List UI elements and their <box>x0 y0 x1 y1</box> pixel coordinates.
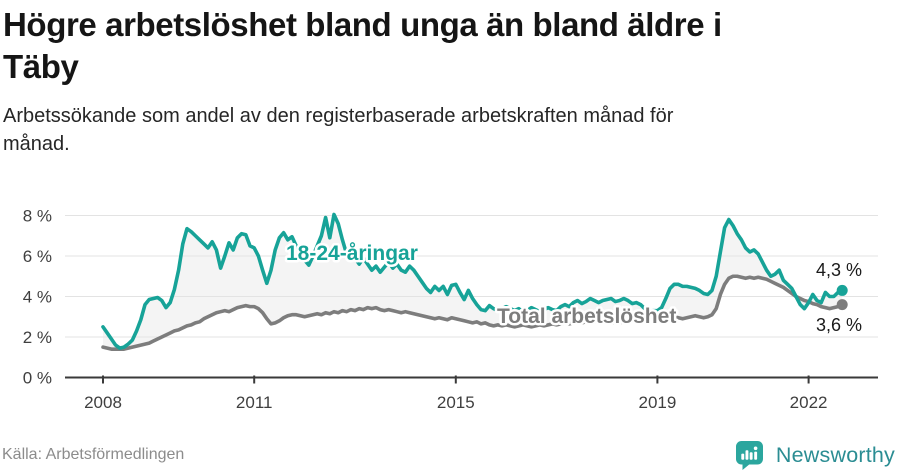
speech-bubble-shape <box>735 441 763 470</box>
bar-chart-glyph <box>741 446 758 460</box>
y-tick-label-8: 8 % <box>23 207 52 226</box>
end-value-label-youth: 4,3 % <box>816 260 862 280</box>
end-value-label-total: 3,6 % <box>816 315 862 335</box>
gridline-layer <box>65 215 878 338</box>
between-series-area <box>103 214 843 350</box>
series-label-youth: 18-24-åringar <box>286 242 418 265</box>
series-line-layer <box>101 212 845 351</box>
axis-layer: 2008 2011 2015 2019 2022 0 % 2 % 4 % 6 % 8 % <box>23 207 878 412</box>
x-tick-label-2019: 2019 <box>638 393 676 412</box>
y-tick-label-0: 0 % <box>23 369 52 388</box>
end-dot-youth <box>836 284 848 296</box>
y-tick-label-6: 6 % <box>23 247 52 266</box>
between-series-band-layer <box>103 214 843 350</box>
x-tick-label-2011: 2011 <box>236 393 273 412</box>
source-note: Källa: Arbetsförmedlingen <box>2 446 185 463</box>
newsworthy-wordmark: Newsworthy <box>775 443 895 467</box>
y-tick-label-4: 4 % <box>23 288 52 307</box>
x-tick-label-2022: 2022 <box>790 393 828 412</box>
total-unemployment-line <box>101 274 845 351</box>
newsworthy-badge-icon <box>735 441 763 470</box>
chart-subtitle: Arbetssökande som andel av den registerb… <box>3 102 803 158</box>
end-dot-total <box>836 299 848 311</box>
page-title: Högre arbetslöshet bland unga än bland ä… <box>3 4 893 88</box>
x-tick-label-2015: 2015 <box>437 393 475 412</box>
y-tick-label-2: 2 % <box>23 328 52 347</box>
youth-unemployment-line <box>101 212 845 350</box>
chart-subtitle-line2: månad. <box>3 133 70 155</box>
newsworthy-logo: Newsworthy <box>734 440 895 471</box>
page-title-line1: Högre arbetslöshet bland unga än bland ä… <box>3 6 722 43</box>
page-title-line2: Täby <box>3 47 79 85</box>
series-label-total: Total arbetslöshet <box>497 305 676 328</box>
chart-subtitle-line1: Arbetssökande som andel av den registerb… <box>3 105 674 127</box>
x-tick-label-2008: 2008 <box>84 393 122 412</box>
